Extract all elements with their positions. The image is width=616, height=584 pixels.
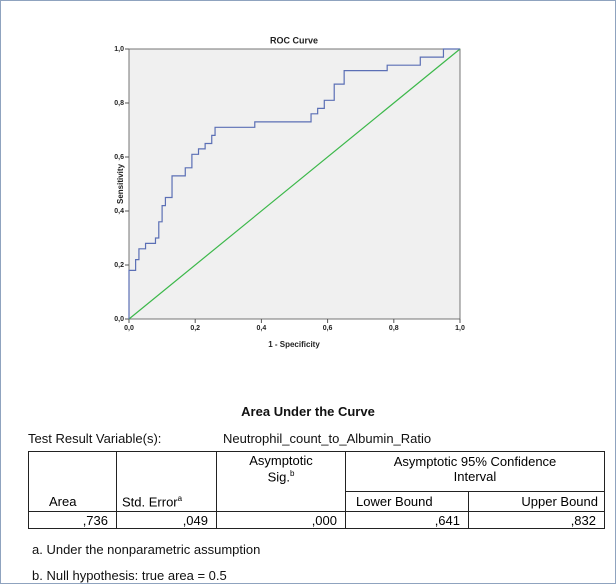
cell: Asymptotic Sig.b [216, 451, 346, 512]
header-text: Std. Error [122, 494, 178, 509]
header: Upper Bound [521, 494, 598, 509]
cell-value: ,641 [434, 513, 460, 528]
header-text: Asymptotic [249, 453, 313, 468]
cell: ,736 [28, 511, 117, 529]
footnote-ref: a [177, 493, 183, 503]
roc-line [128, 48, 460, 319]
y-tick-label: 0,2 [114, 262, 124, 269]
footnote: a. Under the nonparametric assumption [32, 542, 261, 557]
header: Lower Bound [356, 494, 433, 509]
x-tick-label: 0,8 [389, 325, 399, 332]
cell: Std. Errora [116, 451, 217, 512]
cell-value: ,736 [82, 513, 108, 528]
header: Area [49, 494, 77, 509]
cell: Asymptotic 95% Confidence Interval [345, 451, 605, 492]
header-text: Sig. [267, 469, 290, 485]
y-tick-label: 0,4 [114, 208, 124, 215]
x-tick-label: 0,6 [323, 325, 333, 332]
chart: ROC Curve 1 - Specificity Sensitivity 0,… [114, 35, 465, 349]
footnote: b. Null hypothesis: true area = 0.5 [32, 568, 227, 583]
x-axis-label: 1 - Specificity [268, 340, 320, 349]
x-tick-label: 0,0 [124, 325, 134, 332]
x-tick-label: 0,4 [257, 325, 267, 332]
roc-line [128, 48, 461, 320]
cell: ,832 [468, 511, 605, 529]
y-tick-label: 1,0 [114, 46, 124, 53]
y-axis-label: Sensitivity [116, 163, 125, 204]
cell: ,000 [216, 511, 346, 529]
cell: Upper Bound [468, 491, 605, 512]
table-title: Area Under the Curve [241, 404, 375, 419]
cell: ,641 [345, 511, 469, 529]
header: Std. Errora [122, 494, 182, 509]
header-text: Asymptotic 95% Confidence [393, 454, 557, 469]
variable-name: Neutrophil_count_to_Albumin_Ratio [223, 431, 432, 446]
chart-title: ROC Curve [270, 35, 318, 45]
header: Asymptotic Sig.b [217, 454, 345, 483]
cell-value: ,000 [311, 513, 337, 528]
y-tick-label: 0,0 [114, 316, 124, 323]
cell: Lower Bound [345, 491, 469, 512]
x-tick-label: 0,2 [190, 325, 200, 332]
y-tick-label: 0,6 [114, 154, 124, 161]
cell: ,049 [116, 511, 217, 529]
cell-value: ,049 [182, 513, 208, 528]
footnote-ref: b [289, 469, 295, 478]
variable-label: Test Result Variable(s): [28, 431, 162, 446]
header: Asymptotic 95% Confidence Interval [346, 454, 604, 484]
y-tick-label: 0,8 [114, 100, 124, 107]
cell-value: ,832 [570, 513, 596, 528]
x-tick-label: 1,0 [455, 325, 465, 332]
cell: Area [28, 451, 117, 512]
header-text: Interval [453, 469, 497, 484]
